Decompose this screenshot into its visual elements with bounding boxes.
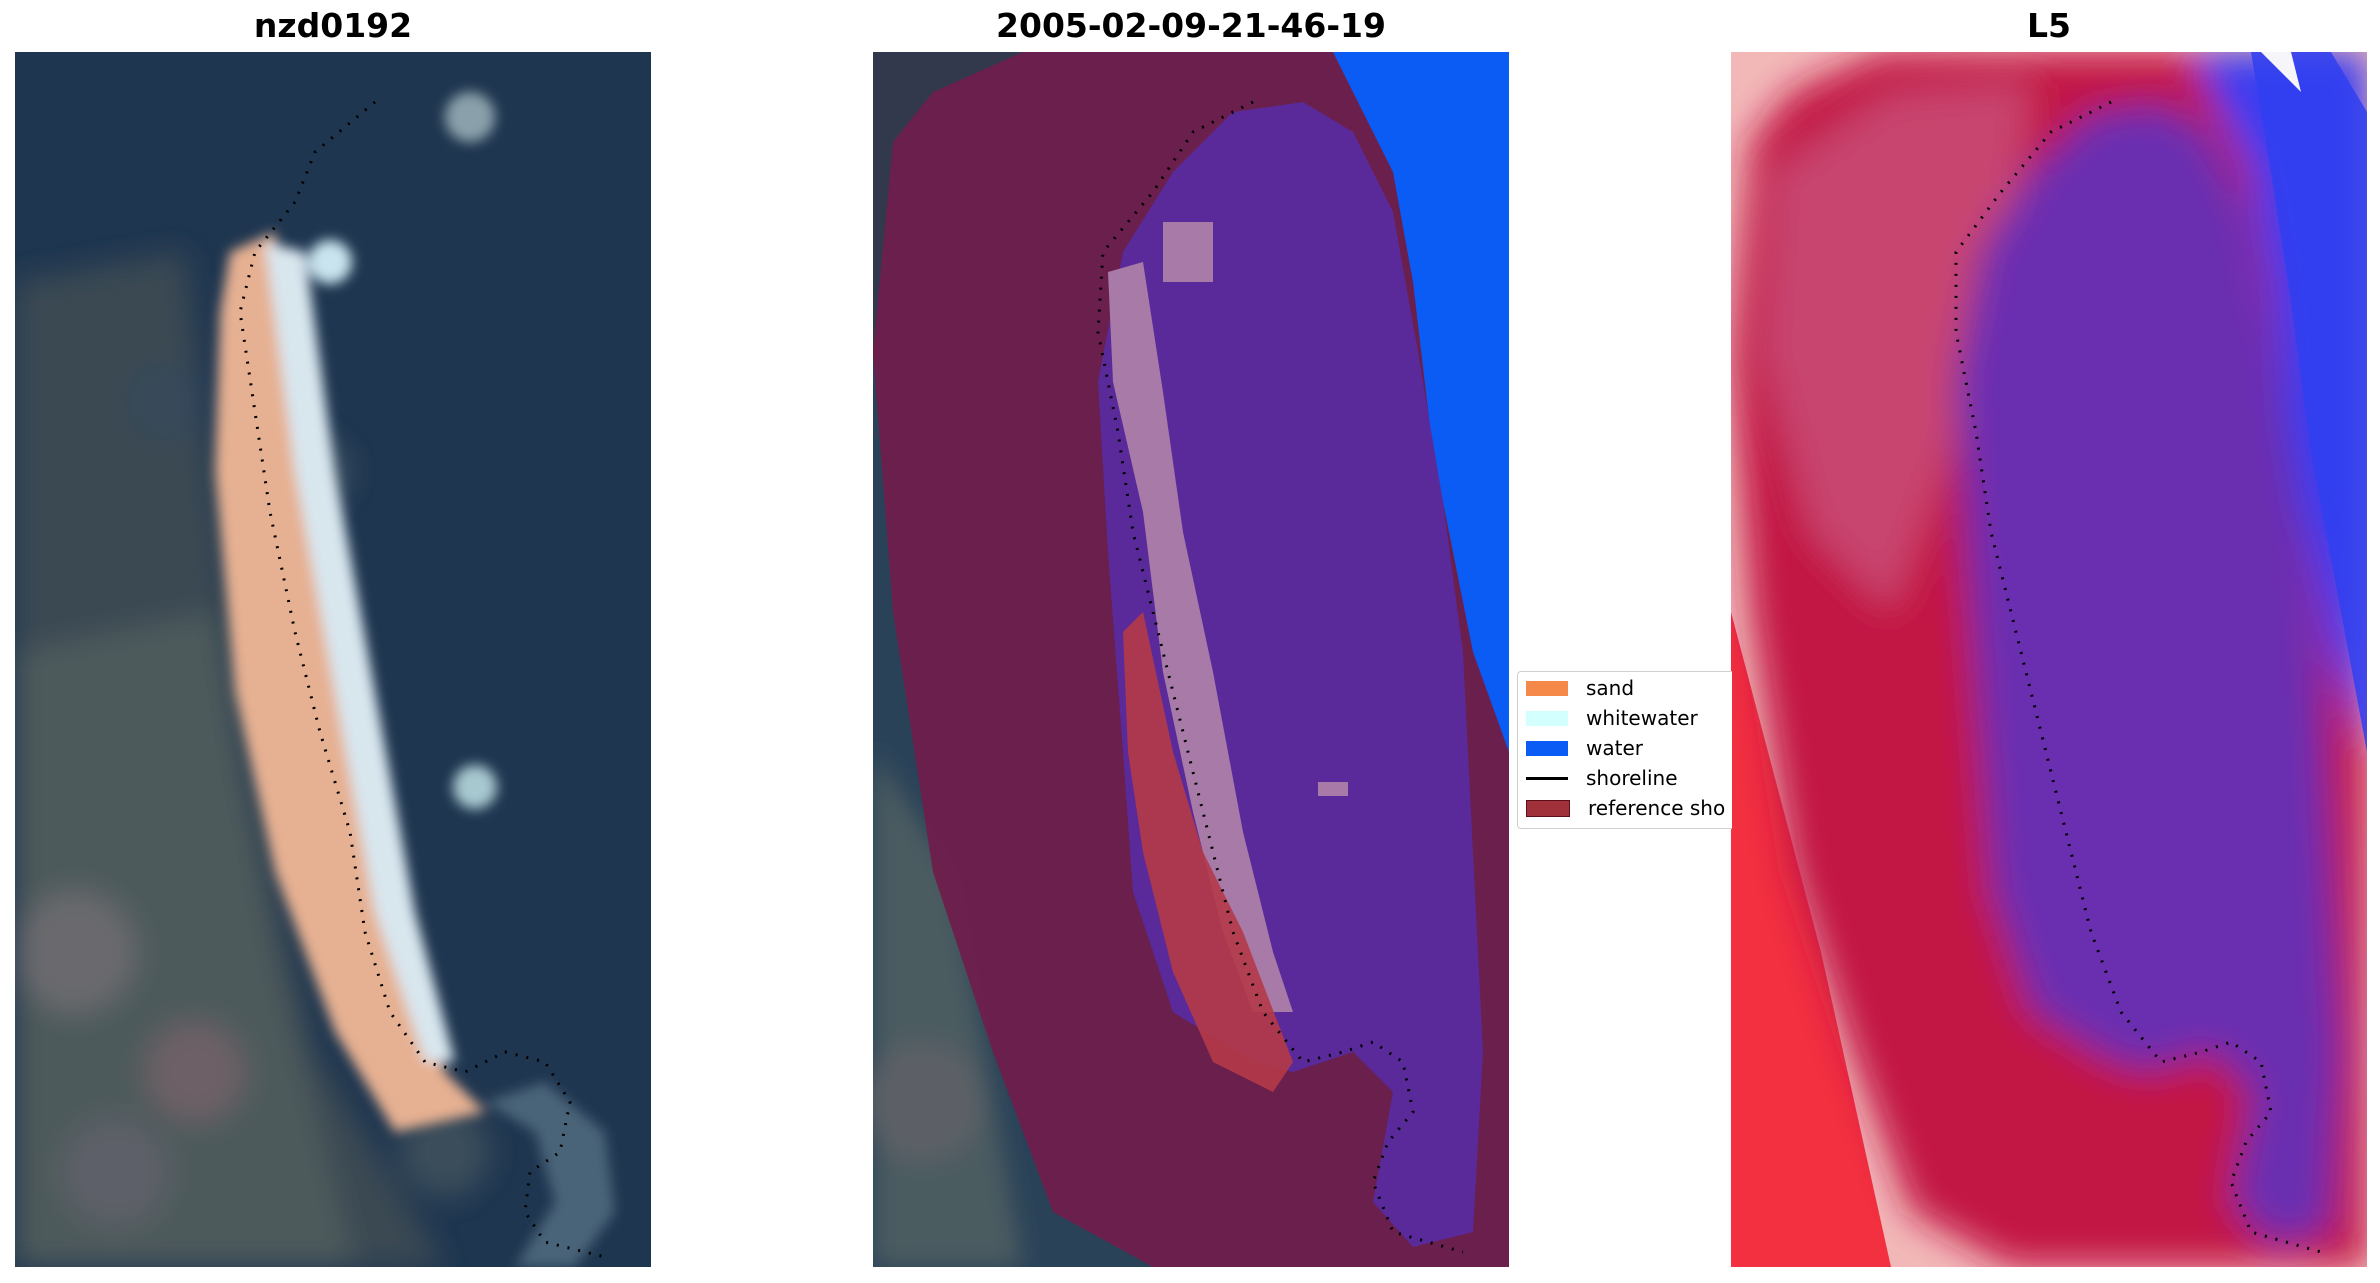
legend-swatch-whitewater bbox=[1526, 710, 1568, 726]
panel-title-classified: 2005-02-09-21-46-19 bbox=[996, 6, 1386, 45]
legend-item-water: water bbox=[1526, 734, 1643, 762]
panel-title-index: L5 bbox=[2027, 6, 2071, 45]
legend: sand whitewater water shoreline referenc… bbox=[1517, 671, 1732, 829]
legend-item-shoreline: shoreline bbox=[1526, 764, 1678, 792]
legend-label: reference sho bbox=[1588, 796, 1726, 820]
legend-label: sand bbox=[1586, 676, 1635, 700]
index-image bbox=[1731, 52, 2367, 1267]
panel-title-rgb: nzd0192 bbox=[253, 6, 413, 45]
legend-item-whitewater: whitewater bbox=[1526, 704, 1698, 732]
legend-item-sand: sand bbox=[1526, 674, 1634, 702]
rgb-satellite-image bbox=[15, 52, 651, 1267]
legend-label: shoreline bbox=[1586, 766, 1678, 790]
legend-label: whitewater bbox=[1586, 706, 1698, 730]
legend-swatch-reference-shoreline bbox=[1526, 799, 1570, 817]
legend-swatch-shoreline bbox=[1526, 776, 1568, 780]
legend-swatch-water bbox=[1526, 740, 1568, 756]
legend-swatch-sand bbox=[1526, 680, 1568, 696]
legend-label: water bbox=[1586, 736, 1643, 760]
classified-image bbox=[873, 52, 1509, 1267]
legend-item-reference-shoreline: reference sho bbox=[1526, 794, 1725, 822]
